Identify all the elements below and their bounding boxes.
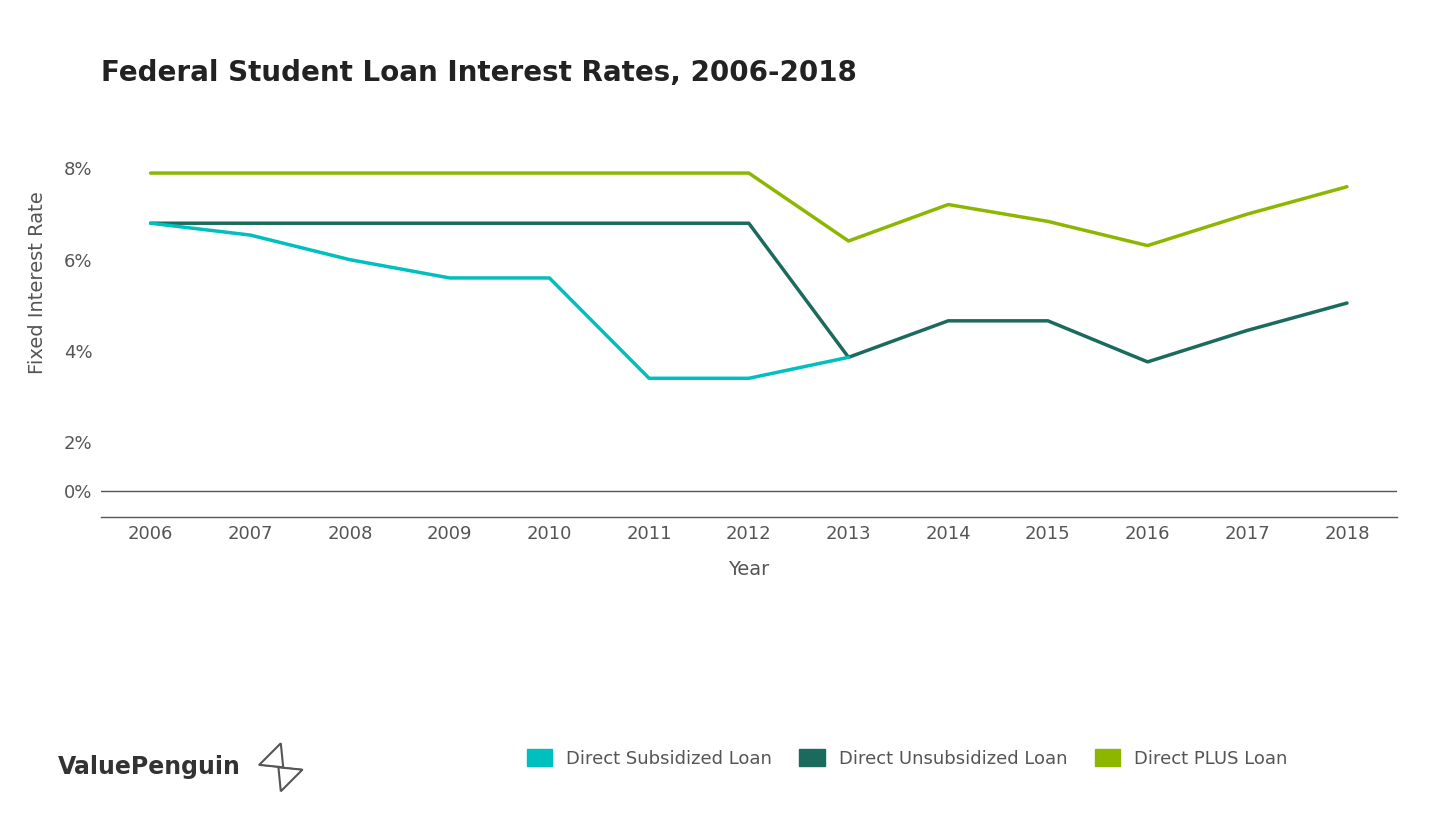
Legend: Direct Subsidized Loan, Direct Unsubsidized Loan, Direct PLUS Loan: Direct Subsidized Loan, Direct Unsubsidi…	[520, 741, 1295, 775]
Text: ValuePenguin: ValuePenguin	[58, 756, 240, 779]
Text: Federal Student Loan Interest Rates, 2006-2018: Federal Student Loan Interest Rates, 200…	[101, 58, 857, 87]
Y-axis label: Fixed Interest Rate: Fixed Interest Rate	[29, 191, 48, 374]
X-axis label: Year: Year	[729, 560, 769, 579]
